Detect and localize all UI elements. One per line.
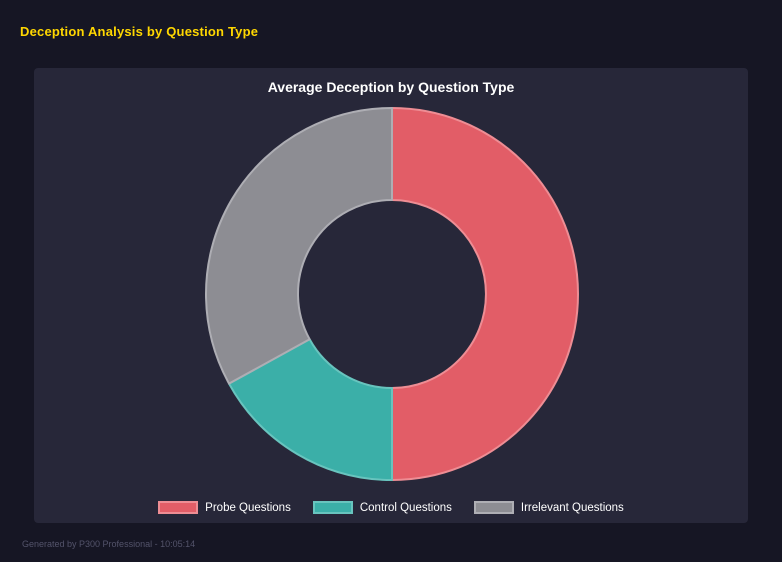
legend-item-control-questions[interactable]: Control Questions	[312, 501, 452, 514]
chart-panel: Average Deception by Question Type Probe…	[34, 68, 748, 523]
legend-swatch	[158, 501, 199, 514]
donut-segment-irrelevant-questions[interactable]	[205, 107, 393, 385]
legend-swatch	[312, 501, 353, 514]
page-title: Deception Analysis by Question Type	[20, 24, 259, 39]
legend-label: Control Questions	[359, 501, 452, 514]
chart-title: Average Deception by Question Type	[267, 79, 515, 95]
legend-label: Irrelevant Questions	[520, 501, 624, 514]
legend-swatch	[473, 501, 514, 514]
legend-item-probe-questions[interactable]: Probe Questions	[158, 501, 291, 514]
donut-segment-control-questions[interactable]	[228, 338, 393, 481]
donut-chart[interactable]	[34, 68, 748, 523]
donut-segment-probe-questions[interactable]	[391, 107, 579, 481]
legend-label: Probe Questions	[205, 501, 291, 514]
chart-legend: Probe Questions Control Questions Irreleva…	[34, 501, 748, 514]
legend-item-irrelevant-questions[interactable]: Irrelevant Questions	[473, 501, 624, 514]
footer-text: Generated by P300 Professional - 10:05:1…	[22, 539, 196, 549]
